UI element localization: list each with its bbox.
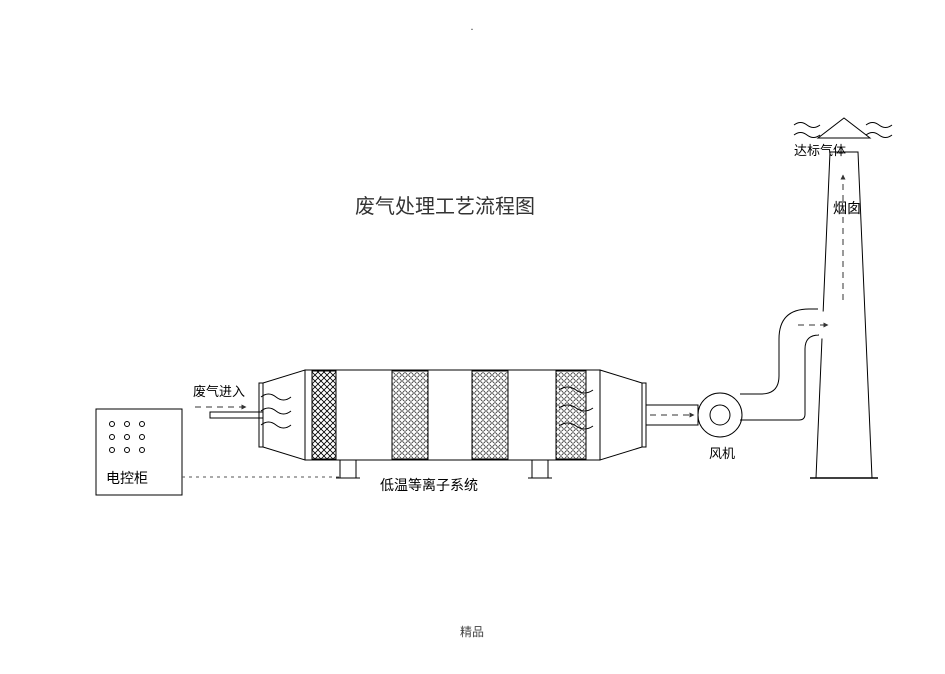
panel-label: 电控柜 <box>106 471 148 487</box>
chimney-cap <box>818 118 870 138</box>
airflow-wave-icon <box>261 408 291 414</box>
panel-indicator <box>140 435 145 440</box>
panel-indicator <box>110 448 115 453</box>
footer-label: 精品 <box>460 625 484 639</box>
page-title: 废气处理工艺流程图 <box>355 195 535 218</box>
mesh-band <box>556 371 586 459</box>
diagram-svg: . 精品 废气处理工艺流程图电控柜 废气进入低温等离子系统 风机 烟囱 达标气体 <box>0 0 945 669</box>
plasma-right-cone <box>600 370 642 460</box>
duct-outer <box>740 309 818 394</box>
panel-indicator <box>125 435 130 440</box>
mesh-band <box>392 371 428 459</box>
airflow-wave-icon <box>261 394 291 400</box>
exhaust-wave-icon <box>794 133 820 138</box>
clean-air-label: 达标气体 <box>794 143 846 158</box>
mesh-band <box>472 371 508 459</box>
panel-indicator <box>140 448 145 453</box>
inlet-label: 废气进入 <box>193 384 245 399</box>
inlet-pipe <box>210 412 263 418</box>
airflow-wave-icon <box>261 422 291 428</box>
exhaust-wave-icon <box>866 123 892 128</box>
stage: . 精品 废气处理工艺流程图电控柜 废气进入低温等离子系统 风机 烟囱 达标气体 <box>0 0 945 669</box>
exhaust-wave-icon <box>794 123 820 128</box>
system-label: 低温等离子系统 <box>380 477 478 494</box>
exhaust-wave-icon <box>866 133 892 138</box>
header-dot: . <box>471 19 474 33</box>
fan-housing <box>698 393 742 437</box>
panel-indicator <box>110 435 115 440</box>
mesh-band <box>312 371 336 459</box>
plasma-left-cone <box>263 370 305 460</box>
chimney-label: 烟囱 <box>833 201 861 217</box>
panel-indicator <box>140 422 145 427</box>
panel-indicator <box>110 422 115 427</box>
panel-indicator <box>125 448 130 453</box>
panel-indicator <box>125 422 130 427</box>
fan-hub <box>710 405 730 425</box>
fan-label: 风机 <box>709 446 735 461</box>
